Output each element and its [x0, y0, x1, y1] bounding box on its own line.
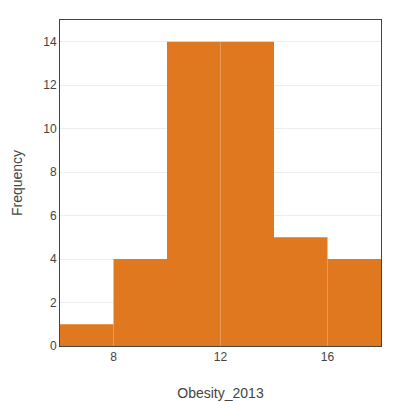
- svg-text:12: 12: [43, 78, 57, 92]
- svg-text:Frequency: Frequency: [9, 150, 25, 216]
- svg-text:12: 12: [214, 350, 228, 364]
- svg-text:4: 4: [50, 252, 57, 266]
- svg-text:2: 2: [50, 296, 57, 310]
- svg-text:16: 16: [321, 350, 335, 364]
- svg-text:10: 10: [43, 122, 57, 136]
- svg-text:Obesity_2013: Obesity_2013: [177, 385, 264, 401]
- svg-text:6: 6: [50, 209, 57, 223]
- svg-text:0: 0: [50, 339, 57, 353]
- svg-text:8: 8: [110, 350, 117, 364]
- svg-text:14: 14: [43, 35, 57, 49]
- svg-text:8: 8: [50, 165, 57, 179]
